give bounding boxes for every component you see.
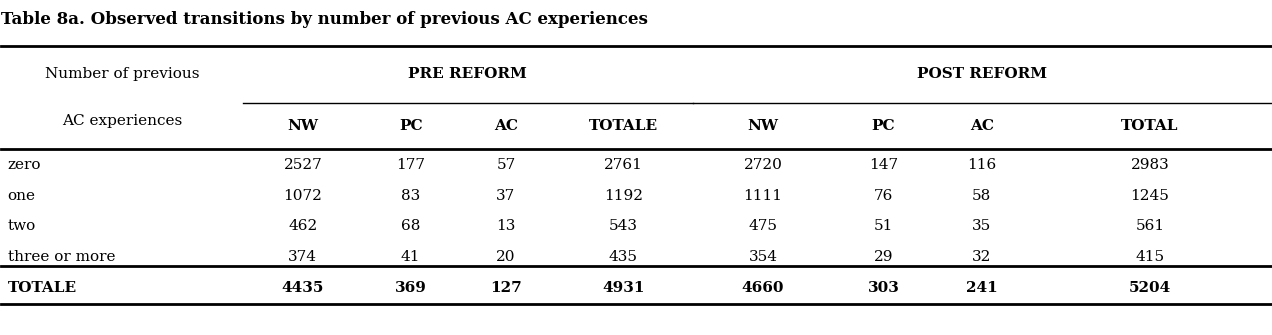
Text: 543: 543 <box>609 219 637 233</box>
Text: 475: 475 <box>748 219 777 233</box>
Text: TOTALE: TOTALE <box>589 119 658 133</box>
Text: AC experiences: AC experiences <box>62 114 182 128</box>
Text: 2761: 2761 <box>604 158 642 172</box>
Text: 561: 561 <box>1136 219 1165 233</box>
Text: POST REFORM: POST REFORM <box>917 67 1047 81</box>
Text: PRE REFORM: PRE REFORM <box>408 67 528 81</box>
Text: 57: 57 <box>496 158 515 172</box>
Text: 4931: 4931 <box>602 281 645 295</box>
Text: 4660: 4660 <box>742 281 784 295</box>
Text: 83: 83 <box>401 189 420 203</box>
Text: Table 8a. Observed transitions by number of previous AC experiences: Table 8a. Observed transitions by number… <box>1 11 649 28</box>
Text: 462: 462 <box>289 219 318 233</box>
Text: 1072: 1072 <box>284 189 322 203</box>
Text: zero: zero <box>8 158 41 172</box>
Text: one: one <box>8 189 36 203</box>
Text: 1245: 1245 <box>1131 189 1169 203</box>
Text: 1111: 1111 <box>743 189 782 203</box>
Text: 369: 369 <box>394 281 426 295</box>
Text: PC: PC <box>399 119 422 133</box>
Text: 2720: 2720 <box>744 158 782 172</box>
Text: 1192: 1192 <box>604 189 642 203</box>
Text: 147: 147 <box>869 158 898 172</box>
Text: TOTALE: TOTALE <box>8 281 76 295</box>
Text: 41: 41 <box>401 250 421 264</box>
Text: 374: 374 <box>289 250 317 264</box>
Text: 35: 35 <box>972 219 991 233</box>
Text: NW: NW <box>287 119 318 133</box>
Text: 68: 68 <box>401 219 421 233</box>
Text: PC: PC <box>871 119 895 133</box>
Text: 58: 58 <box>972 189 991 203</box>
Text: 435: 435 <box>609 250 637 264</box>
Text: AC: AC <box>969 119 993 133</box>
Text: 354: 354 <box>748 250 777 264</box>
Text: Number of previous: Number of previous <box>45 67 200 81</box>
Text: 303: 303 <box>868 281 899 295</box>
Text: 241: 241 <box>965 281 997 295</box>
Text: NW: NW <box>748 119 778 133</box>
Text: 32: 32 <box>972 250 992 264</box>
Text: AC: AC <box>494 119 518 133</box>
Text: three or more: three or more <box>8 250 116 264</box>
Text: 177: 177 <box>396 158 425 172</box>
Text: TOTAL: TOTAL <box>1122 119 1179 133</box>
Text: 5204: 5204 <box>1130 281 1172 295</box>
Text: 20: 20 <box>496 250 515 264</box>
Text: 37: 37 <box>496 189 515 203</box>
Text: 76: 76 <box>874 189 893 203</box>
Text: two: two <box>8 219 36 233</box>
Text: 127: 127 <box>490 281 522 295</box>
Text: 2527: 2527 <box>284 158 322 172</box>
Text: 116: 116 <box>967 158 996 172</box>
Text: 4435: 4435 <box>281 281 324 295</box>
Text: 29: 29 <box>874 250 893 264</box>
Text: 2983: 2983 <box>1131 158 1169 172</box>
Text: 415: 415 <box>1136 250 1165 264</box>
Text: 13: 13 <box>496 219 515 233</box>
Text: 51: 51 <box>874 219 893 233</box>
